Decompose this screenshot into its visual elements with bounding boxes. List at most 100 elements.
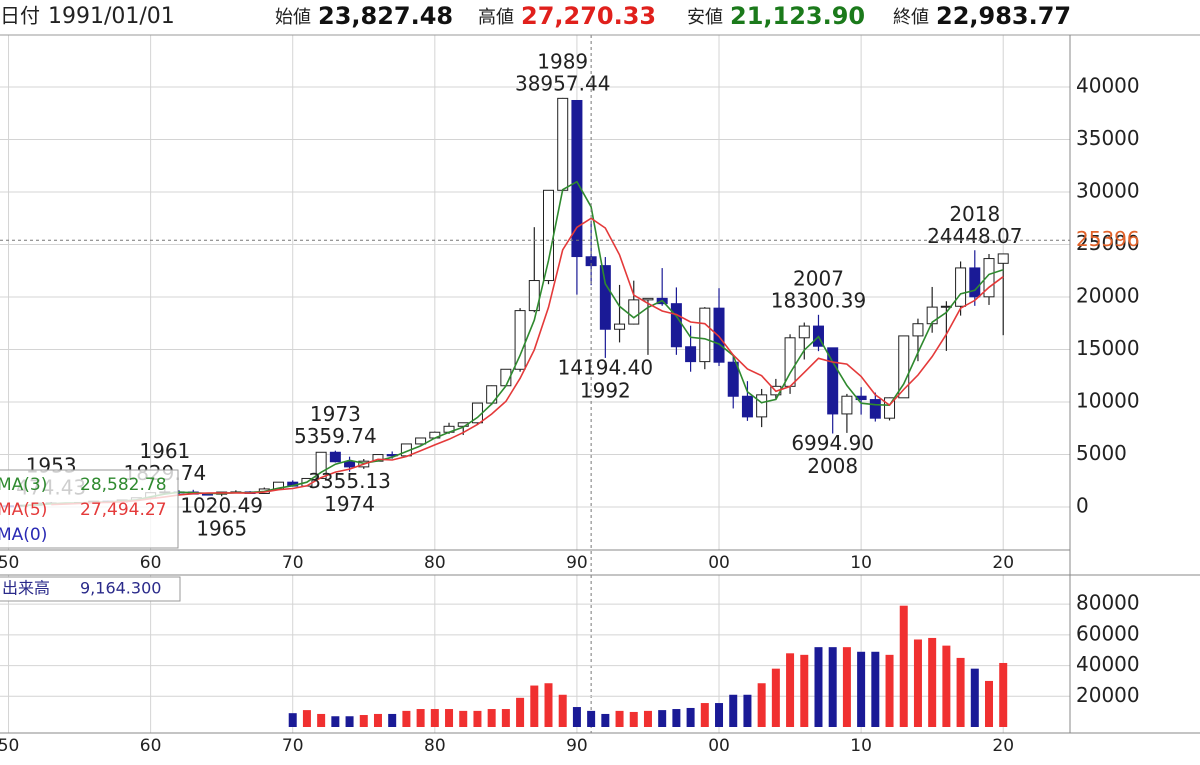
volume-bar (885, 654, 894, 727)
volume-bar (757, 683, 766, 727)
ma-line (51, 217, 1004, 506)
volume-bar (970, 668, 979, 727)
annotation-value: 38957.44 (515, 71, 610, 95)
x-tick-label: 20 (992, 553, 1014, 573)
candle-body (599, 265, 611, 330)
volume-bar (629, 711, 638, 727)
volume-bar (985, 680, 994, 727)
field-label: 高値 (478, 7, 514, 28)
candle-body (741, 395, 753, 418)
candle-body (969, 267, 981, 298)
annotation-value: 1020.49 (180, 494, 263, 518)
volume-bar (430, 709, 439, 727)
candle-body (571, 99, 583, 258)
field-label: 終値 (893, 7, 929, 28)
volume-bar (572, 707, 581, 727)
volume-bar (942, 645, 951, 727)
volume-bar (899, 605, 908, 727)
y-tick-label: 20000 (1076, 283, 1140, 307)
x-tick-label: 10 (850, 736, 872, 756)
volume-value: 9,164.300 (80, 579, 161, 598)
y-tick-label: 30000 (1076, 178, 1140, 202)
candle-body (514, 310, 526, 370)
volume-bar (445, 709, 454, 727)
volume-bar (373, 713, 382, 727)
field-value: 21,123.90 (730, 2, 865, 30)
candle-body (756, 394, 768, 418)
volume-bar (928, 637, 937, 727)
y-tick-label: 5000 (1076, 441, 1127, 465)
x-tick-label: 70 (282, 553, 304, 573)
crosshair-label: 25396 (1076, 227, 1140, 251)
candle-body (841, 395, 853, 415)
volume-bar (587, 710, 596, 727)
field-value: 27,270.33 (521, 2, 656, 30)
volume-bar (359, 715, 368, 727)
annotation-year: 2008 (807, 454, 858, 478)
annotation-value: 18300.39 (771, 288, 866, 312)
annotation-year: 2007 (793, 266, 844, 290)
legend-value: 27,494.27 (80, 500, 167, 520)
candle-body (912, 323, 924, 337)
volume-bar (416, 709, 425, 727)
candle-body (713, 307, 725, 363)
x-tick-label: 90 (566, 553, 588, 573)
candle-body (528, 280, 540, 312)
candle-body (997, 253, 1009, 264)
y-tick-label: 35000 (1076, 126, 1140, 150)
legend-name: MA(5) (0, 500, 47, 520)
annotation-year: 1973 (310, 402, 361, 426)
candle-body (955, 267, 967, 307)
volume-bar (729, 694, 738, 727)
volume-bar (288, 713, 297, 727)
legend-box (0, 469, 179, 549)
annotation-year: 1992 (580, 378, 631, 402)
x-tick-label: 60 (140, 736, 162, 756)
volume-bar (658, 710, 667, 727)
volume-bar (530, 685, 539, 727)
volume-bar (501, 709, 510, 727)
volume-bar (842, 647, 851, 727)
x-tick-label: 90 (566, 736, 588, 756)
annotation-year: 1974 (324, 492, 375, 516)
y-tick-label: 60000 (1076, 621, 1140, 645)
volume-legend-box (0, 576, 181, 602)
annotation-value: 14194.40 (558, 355, 653, 379)
candle-body (798, 325, 810, 339)
plot-layer: 1953474.4319611829.7419651020.4919735359… (0, 35, 1070, 733)
candle-body (926, 306, 938, 325)
y-tick-label: 40000 (1076, 652, 1140, 676)
volume-bar (743, 694, 752, 727)
legend-name: MA(0) (0, 525, 47, 545)
candle-body (699, 307, 711, 363)
candle-body (869, 399, 881, 419)
y-tick-label: 10000 (1076, 388, 1140, 412)
volume-bar (601, 713, 610, 727)
volume-bar (544, 683, 553, 727)
ma-line (22, 180, 1004, 507)
volume-bar (615, 710, 624, 727)
candle-body (898, 335, 910, 399)
y-tick-label: 20000 (1076, 683, 1140, 707)
field-label: 始値 (275, 7, 311, 28)
x-tick-label: 10 (850, 553, 872, 573)
volume-bar (516, 697, 525, 727)
header: 日付 1991/01/01 始値 23,827.48 高値 27,270.33 安値 21,1… (0, 2, 1071, 30)
overlay-layer: 0500010000150002000025000300003500040000… (0, 73, 1140, 756)
x-tick-label: 80 (424, 553, 446, 573)
candle-body (344, 461, 356, 468)
volume-bar (786, 653, 795, 727)
annotation-value: 6994.90 (791, 431, 874, 455)
field-label: 安値 (687, 7, 723, 28)
x-tick-label: 50 (0, 736, 19, 756)
legend-value: 28,582.78 (80, 475, 167, 495)
annotation-year: 1989 (537, 49, 588, 73)
volume-bar (643, 710, 652, 727)
annotation-year: 1961 (139, 439, 190, 463)
annotation-value: 24448.07 (927, 224, 1022, 248)
volume-bar (999, 662, 1008, 727)
candle-body (727, 361, 739, 397)
